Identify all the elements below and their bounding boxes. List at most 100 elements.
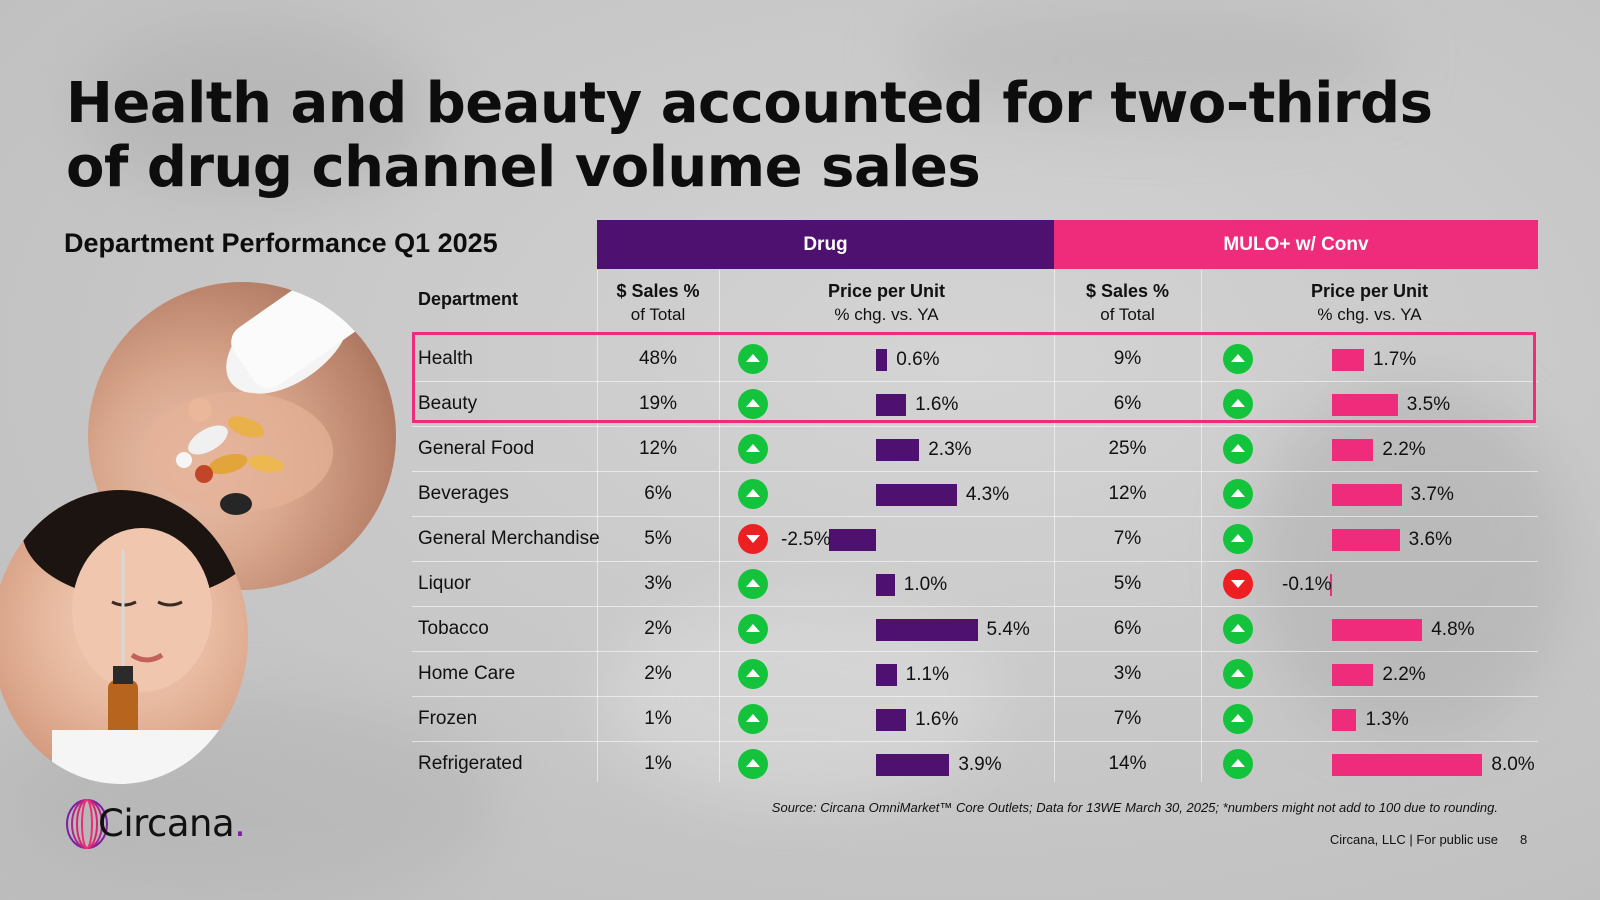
drug-price-label: 1.6% bbox=[915, 394, 959, 415]
drug-sales-cell: 3% bbox=[644, 573, 672, 594]
mulo-price-bar bbox=[1332, 664, 1374, 686]
mulo-price-label: -0.1% bbox=[1282, 574, 1332, 595]
drug-sales-header-line2: of Total bbox=[630, 305, 686, 324]
mulo-price-label: 3.6% bbox=[1408, 529, 1452, 550]
mulo-price-label: 3.7% bbox=[1410, 484, 1454, 505]
arrow-up-circle-icon bbox=[738, 344, 768, 374]
table-subtitle: Department Performance Q1 2025 bbox=[64, 228, 498, 258]
mulo-price-bar bbox=[1332, 394, 1398, 416]
row-divider bbox=[412, 741, 1538, 742]
drug-sales-cell: 5% bbox=[644, 528, 672, 549]
drug-sales-cell: 1% bbox=[644, 753, 672, 774]
mulo-sales-cell: 3% bbox=[1113, 663, 1142, 684]
row-divider bbox=[412, 471, 1538, 472]
drug-price-bar bbox=[876, 394, 907, 416]
circana-rings-icon bbox=[66, 799, 108, 849]
table-row: General Merchandise 5% 7% -2.5% 3.6% bbox=[412, 516, 1538, 561]
drug-sales-cell: 1% bbox=[644, 708, 672, 729]
drug-price-header: Price per Unit % chg. vs. YA bbox=[719, 280, 1054, 326]
row-divider bbox=[412, 381, 1538, 382]
drug-price-bar bbox=[876, 709, 907, 731]
department-cell: Refrigerated bbox=[418, 753, 523, 774]
drug-price-label: 4.3% bbox=[965, 484, 1010, 505]
table-row: Home Care 2% 3% 1.1% 2.2% bbox=[412, 651, 1538, 696]
drug-price-label: 1.1% bbox=[905, 664, 949, 685]
arrow-up-circle-icon bbox=[1223, 614, 1253, 644]
mulo-price-label: 1.3% bbox=[1365, 709, 1409, 730]
table-row: General Food 12% 25% 2.3% 2.2% bbox=[412, 426, 1538, 471]
drug-price-label: 5.4% bbox=[986, 619, 1030, 640]
arrow-down-circle-icon bbox=[738, 524, 768, 554]
arrow-up-circle-icon bbox=[1223, 479, 1253, 509]
mulo-price-label: 8.0% bbox=[1491, 754, 1535, 775]
row-divider bbox=[412, 516, 1538, 517]
mulo-sales-cell: 12% bbox=[1108, 483, 1147, 504]
table-row: Liquor 3% 5% 1.0% -0.1% bbox=[412, 561, 1538, 606]
drug-price-bar bbox=[876, 439, 920, 461]
grid-line bbox=[1201, 270, 1202, 782]
mulo-price-header-line1: Price per Unit bbox=[1310, 281, 1429, 301]
drug-price-header-line1: Price per Unit bbox=[827, 281, 946, 301]
grid-line bbox=[1054, 270, 1055, 782]
page-title: Health and beauty accounted for two-thir… bbox=[66, 71, 1433, 200]
woman-serum-photo bbox=[0, 490, 248, 784]
drug-price-bar bbox=[876, 754, 950, 776]
mulo-sales-cell: 25% bbox=[1108, 438, 1147, 459]
mulo-sales-cell: 6% bbox=[1113, 393, 1142, 414]
drug-sales-cell: 2% bbox=[644, 663, 672, 684]
row-divider bbox=[412, 606, 1538, 607]
row-divider bbox=[412, 651, 1538, 652]
arrow-up-circle-icon bbox=[738, 749, 768, 779]
mulo-sales-header: $ Sales % of Total bbox=[1054, 280, 1201, 326]
drug-sales-cell: 19% bbox=[638, 393, 678, 414]
department-cell: Health bbox=[418, 348, 473, 369]
department-cell: Beauty bbox=[418, 393, 478, 414]
page-number: 8 bbox=[1520, 832, 1528, 847]
drug-price-label: 1.0% bbox=[903, 574, 948, 595]
mulo-price-bar bbox=[1332, 349, 1364, 371]
arrow-up-circle-icon bbox=[1223, 749, 1253, 779]
drug-sales-cell: 6% bbox=[644, 483, 672, 504]
mulo-sales-cell: 7% bbox=[1113, 528, 1142, 549]
source-note: Source: Circana OmniMarket™ Core Outlets… bbox=[771, 800, 1498, 815]
arrow-up-circle-icon bbox=[738, 389, 768, 419]
mulo-price-bar bbox=[1332, 619, 1423, 641]
mulo-price-bar bbox=[1332, 709, 1357, 731]
mulo-price-header-line2: % chg. vs. YA bbox=[1317, 305, 1422, 324]
arrow-up-circle-icon bbox=[1223, 434, 1253, 464]
mulo-price-label: 4.8% bbox=[1431, 619, 1475, 640]
logo-dot: . bbox=[234, 802, 246, 845]
department-cell: General Merchandise bbox=[418, 528, 600, 549]
arrow-up-circle-icon bbox=[738, 569, 768, 599]
drug-price-bar bbox=[876, 664, 897, 686]
health-beauty-highlight bbox=[412, 332, 1536, 423]
mulo-sales-cell: 9% bbox=[1113, 348, 1142, 369]
drug-sales-cell: 2% bbox=[644, 618, 672, 639]
mulo-price-label: 1.7% bbox=[1372, 349, 1417, 370]
drug-price-label: -2.5% bbox=[781, 529, 831, 550]
department-cell: Beverages bbox=[418, 483, 509, 504]
mulo-price-bar bbox=[1330, 574, 1332, 596]
drug-price-label: 1.6% bbox=[915, 709, 959, 730]
drug-price-label: 2.3% bbox=[928, 439, 972, 460]
drug-sales-cell: 12% bbox=[638, 438, 678, 459]
mulo-price-label: 2.2% bbox=[1382, 439, 1426, 460]
mulo-sales-header-line2: of Total bbox=[1100, 305, 1155, 324]
table-row: Tobacco 2% 6% 5.4% 4.8% bbox=[412, 606, 1538, 651]
table-row: Refrigerated 1% 14% 3.9% 8.0% bbox=[412, 741, 1538, 786]
arrow-up-circle-icon bbox=[1223, 524, 1253, 554]
mulo-price-label: 3.5% bbox=[1406, 394, 1451, 415]
mulo-price-header: Price per Unit % chg. vs. YA bbox=[1201, 280, 1538, 326]
table-row: Health 48% 9% 0.6% 1.7% bbox=[412, 336, 1538, 381]
drug-group-label: Drug bbox=[803, 234, 848, 255]
department-cell: Frozen bbox=[418, 708, 478, 729]
mulo-price-bar bbox=[1332, 529, 1400, 551]
mulo-price-bar bbox=[1332, 754, 1483, 776]
mulo-sales-cell: 5% bbox=[1113, 573, 1142, 594]
row-divider bbox=[412, 561, 1538, 562]
mulo-price-label: 2.2% bbox=[1382, 664, 1426, 685]
department-cell: General Food bbox=[418, 438, 535, 459]
department-header: Department bbox=[418, 288, 518, 311]
arrow-up-circle-icon bbox=[1223, 344, 1253, 374]
department-cell: Liquor bbox=[418, 573, 471, 594]
